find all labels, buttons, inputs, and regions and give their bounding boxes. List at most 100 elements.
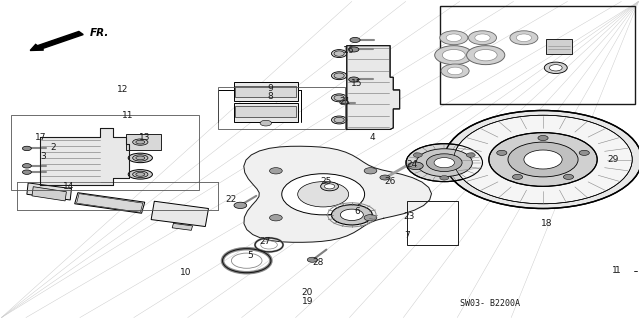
Circle shape	[440, 31, 468, 45]
Circle shape	[364, 168, 377, 174]
Ellipse shape	[132, 139, 148, 145]
Text: 1: 1	[615, 266, 621, 275]
Text: 9: 9	[268, 84, 273, 93]
Text: 2: 2	[51, 143, 56, 152]
Ellipse shape	[334, 95, 344, 100]
Circle shape	[413, 153, 422, 157]
Polygon shape	[77, 194, 143, 212]
Circle shape	[579, 150, 589, 155]
Text: 15: 15	[351, 79, 363, 88]
Circle shape	[544, 62, 567, 73]
Circle shape	[475, 34, 490, 41]
Text: 8: 8	[268, 92, 273, 101]
Ellipse shape	[334, 117, 344, 123]
Polygon shape	[347, 46, 399, 130]
Circle shape	[332, 205, 372, 225]
Circle shape	[497, 150, 507, 155]
Circle shape	[321, 182, 339, 191]
Bar	[125, 134, 161, 150]
Text: FR.: FR.	[90, 28, 109, 38]
Polygon shape	[234, 103, 298, 122]
Text: 24: 24	[407, 160, 418, 169]
Circle shape	[324, 184, 335, 189]
Ellipse shape	[332, 94, 347, 102]
Text: 26: 26	[385, 177, 396, 186]
Circle shape	[435, 46, 473, 65]
Text: 16: 16	[343, 46, 355, 55]
Circle shape	[22, 164, 31, 168]
Ellipse shape	[132, 171, 148, 178]
Bar	[546, 39, 572, 54]
Polygon shape	[151, 201, 209, 226]
Circle shape	[349, 77, 359, 82]
Text: 13: 13	[139, 133, 150, 143]
Circle shape	[269, 168, 282, 174]
Text: 12: 12	[116, 85, 128, 94]
Text: 5: 5	[247, 251, 253, 260]
Circle shape	[364, 215, 377, 221]
Circle shape	[467, 153, 476, 157]
Circle shape	[234, 202, 246, 209]
Ellipse shape	[332, 72, 347, 80]
Circle shape	[454, 115, 632, 204]
Circle shape	[22, 146, 31, 151]
Text: 10: 10	[180, 268, 192, 277]
Circle shape	[307, 257, 317, 262]
Ellipse shape	[136, 156, 145, 160]
Ellipse shape	[332, 116, 347, 124]
Polygon shape	[40, 128, 129, 185]
Circle shape	[513, 174, 523, 179]
Text: 3: 3	[40, 152, 45, 161]
Circle shape	[426, 154, 462, 172]
Circle shape	[408, 162, 423, 170]
Circle shape	[538, 136, 548, 141]
Text: 27: 27	[259, 237, 270, 246]
Circle shape	[340, 209, 364, 220]
Circle shape	[489, 133, 597, 186]
Text: 29: 29	[607, 155, 619, 164]
Circle shape	[468, 31, 497, 45]
Ellipse shape	[128, 170, 152, 179]
Circle shape	[510, 31, 538, 45]
Circle shape	[447, 67, 463, 75]
Circle shape	[350, 37, 360, 42]
Bar	[218, 87, 346, 130]
Circle shape	[269, 215, 282, 221]
Circle shape	[434, 158, 454, 168]
Text: 17: 17	[35, 133, 47, 142]
Polygon shape	[75, 193, 145, 213]
Text: 21: 21	[340, 97, 351, 106]
Circle shape	[442, 49, 465, 61]
Circle shape	[22, 170, 31, 174]
Text: 22: 22	[225, 195, 236, 204]
Polygon shape	[236, 86, 296, 97]
Circle shape	[446, 34, 461, 41]
Text: SW03- B2200A: SW03- B2200A	[460, 299, 520, 308]
Polygon shape	[27, 183, 72, 200]
Circle shape	[524, 150, 562, 169]
Text: 20: 20	[301, 288, 313, 297]
Circle shape	[440, 176, 449, 180]
Circle shape	[563, 174, 573, 179]
Text: 19: 19	[301, 297, 313, 306]
Text: 1: 1	[612, 266, 618, 275]
Circle shape	[406, 144, 483, 182]
Bar	[440, 6, 636, 104]
Text: 28: 28	[312, 258, 324, 267]
Circle shape	[467, 46, 505, 65]
Text: 7: 7	[404, 231, 410, 240]
Ellipse shape	[136, 173, 145, 176]
Ellipse shape	[136, 140, 145, 144]
Circle shape	[340, 100, 349, 105]
Text: 18: 18	[540, 219, 552, 228]
Text: 11: 11	[122, 111, 133, 120]
Ellipse shape	[332, 50, 347, 57]
Polygon shape	[172, 223, 193, 230]
Circle shape	[516, 34, 532, 41]
Circle shape	[298, 182, 349, 207]
Polygon shape	[32, 187, 67, 201]
Text: 14: 14	[63, 182, 74, 191]
Circle shape	[349, 47, 359, 52]
Ellipse shape	[334, 73, 344, 78]
Bar	[407, 201, 458, 245]
